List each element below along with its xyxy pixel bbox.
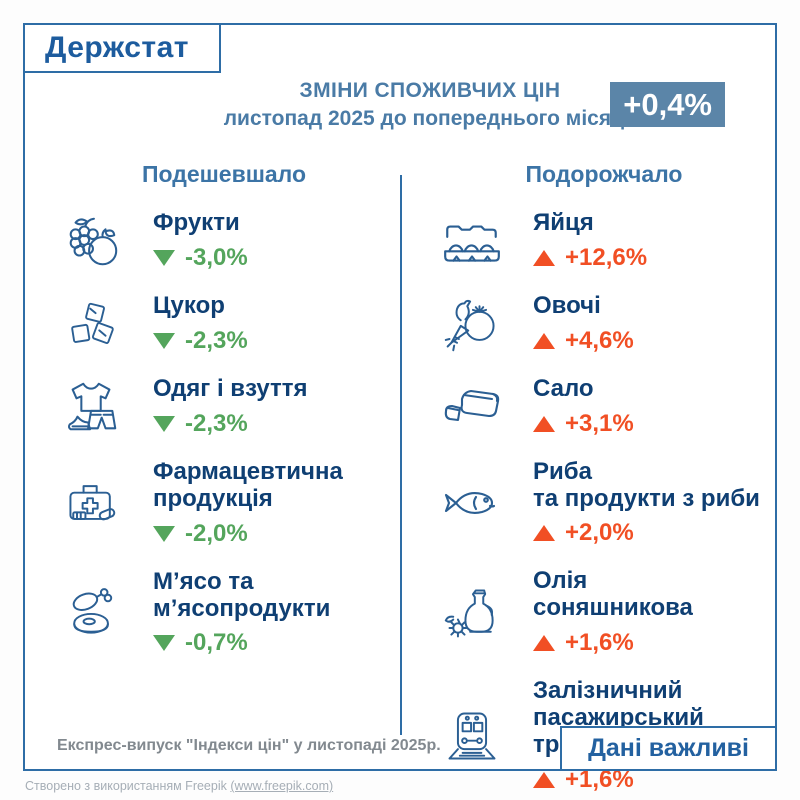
list-item: Овочі +4,6% [439, 291, 769, 355]
item-value: -0,7% [185, 629, 248, 657]
item-value: +4,6% [565, 326, 634, 354]
down-triangle-icon [153, 525, 175, 542]
fruits-icon [59, 210, 125, 272]
up-triangle-icon [533, 415, 555, 432]
column-divider [400, 175, 402, 735]
decreased-header: Подешевшало [141, 161, 307, 187]
item-label: Цукор [153, 292, 225, 319]
up-triangle-icon [533, 332, 555, 349]
increased-column: Подорожчало Яйця [439, 161, 769, 800]
list-item: Риба та продукти з риби +2,0% [439, 457, 769, 548]
list-item: Фармацевтична продукція -2,0% [59, 457, 389, 548]
logo-text: Держстат [45, 31, 189, 64]
page-title: ЗМІНИ СПОЖИВЧИХ ЦІН [299, 79, 561, 102]
header: ЗМІНИ СПОЖИВЧИХ ЦІН листопад 2025 до поп… [205, 77, 655, 134]
list-item: Цукор -2,3% [59, 292, 389, 355]
item-value: -2,3% [185, 326, 248, 354]
logo-box: Держстат [23, 23, 221, 73]
up-triangle-icon [533, 525, 555, 542]
item-label: Олія соняшникова [533, 567, 693, 622]
clothes-icon [59, 376, 125, 438]
item-label: Овочі [533, 291, 601, 319]
item-value: +3,1% [565, 409, 634, 437]
list-item: Фрукти -3,0% [59, 209, 389, 272]
up-triangle-icon [533, 771, 555, 788]
up-triangle-icon [533, 249, 555, 266]
list-item: Одяг і взуття -2,3% [59, 374, 389, 438]
item-label: Фармацевтична продукція [153, 457, 343, 512]
fish-icon [439, 479, 505, 527]
salo-icon [439, 381, 505, 433]
item-label: Одяг і взуття [153, 374, 308, 402]
decreased-column: Подешевшало [59, 161, 389, 678]
item-label: Сало [533, 374, 594, 402]
main-frame: Держстат ЗМІНИ СПОЖИВЧИХ ЦІН листопад 20… [23, 23, 777, 793]
oil-icon [439, 582, 505, 644]
up-triangle-icon [533, 635, 555, 652]
down-triangle-icon [153, 332, 175, 349]
down-triangle-icon [153, 415, 175, 432]
item-value: -3,0% [185, 243, 248, 271]
train-icon [439, 705, 505, 767]
list-item: Олія соняшникова +1,6% [439, 567, 769, 657]
page-subtitle: листопад 2025 до попереднього місяця [223, 107, 637, 131]
meat-icon [59, 583, 125, 643]
freepik-credit: Створено з використанням Freepik (www.fr… [25, 779, 333, 793]
item-value: -2,0% [185, 519, 248, 547]
data-matters-badge: Дані важливі [560, 726, 777, 771]
freepik-link[interactable]: (www.freepik.com) [230, 779, 334, 793]
item-label: Яйця [533, 209, 594, 236]
overall-change-badge: +0,4% [610, 82, 725, 128]
item-value: +12,6% [565, 243, 648, 271]
eggs-icon [439, 212, 505, 270]
sugar-icon [59, 295, 125, 353]
item-label: Фрукти [153, 209, 240, 237]
item-label: Риба та продукти з риби [533, 457, 760, 512]
credit-text: Створено з використанням Freepik [25, 779, 227, 793]
down-triangle-icon [153, 635, 175, 652]
list-item: Сало +3,1% [439, 374, 769, 438]
item-value: -2,3% [185, 409, 248, 437]
down-triangle-icon [153, 249, 175, 266]
vegetables-icon [439, 294, 505, 354]
list-item: Яйця +12,6% [439, 209, 769, 272]
increased-header: Подорожчало [525, 161, 683, 187]
item-value: +2,0% [565, 519, 634, 547]
pharma-icon [59, 473, 125, 533]
item-label: М’ясо та м’ясопродукти [153, 567, 331, 622]
list-item: М’ясо та м’ясопродукти -0,7% [59, 567, 389, 658]
item-value: +1,6% [565, 629, 634, 657]
source-note: Експрес-випуск "Індекси цін" у листопаді… [57, 737, 441, 754]
